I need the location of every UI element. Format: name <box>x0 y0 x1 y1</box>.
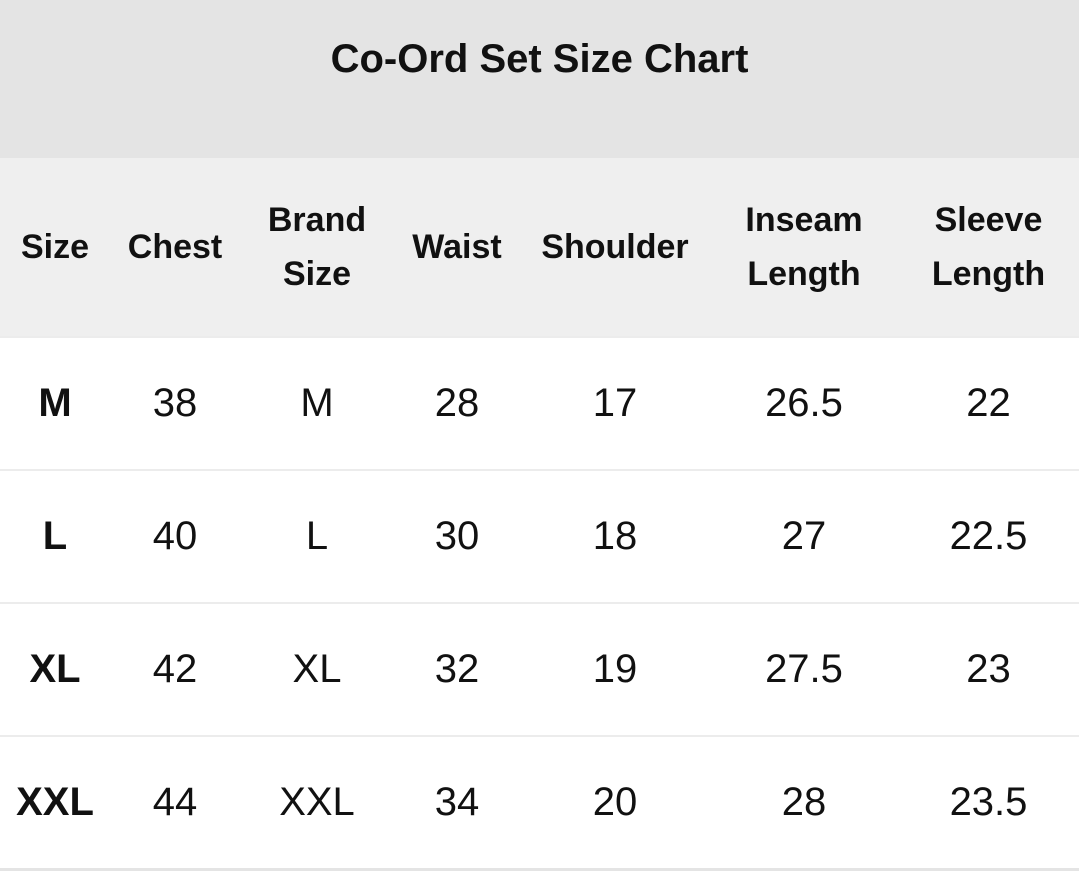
column-header: Chest <box>110 158 240 337</box>
column-header: Sleeve Length <box>898 158 1079 337</box>
table-row: XXL 44 XXL 34 20 28 23.5 <box>0 736 1079 869</box>
header-row: Size Chest Brand Size Waist Shoulder Inseam Len… <box>0 158 1079 337</box>
table-cell: 20 <box>592 779 638 824</box>
table-cell: 44 <box>152 779 198 824</box>
column-header: Shoulder <box>520 158 710 337</box>
table-cell: 38 <box>152 381 198 425</box>
table-row: L 40 L 30 18 27 22.5 <box>0 470 1079 603</box>
table-cell: 27 <box>781 514 827 558</box>
column-header: Brand Size <box>240 158 394 337</box>
table-cell: 28 <box>781 779 827 824</box>
column-header: Waist <box>394 158 520 337</box>
size-cell: M <box>38 381 72 425</box>
chart-title: Co-Ord Set Size Chart <box>330 36 749 81</box>
column-header: Size <box>0 158 110 337</box>
table-cell: 23 <box>966 647 1011 691</box>
column-header-text: Brand <box>267 201 367 239</box>
column-header: Inseam Length <box>710 158 898 337</box>
table-cell: 32 <box>434 647 480 691</box>
table-cell: 19 <box>592 647 638 691</box>
table-row: XL 42 XL 32 19 27.5 23 <box>0 603 1079 736</box>
table-cell: 40 <box>152 514 198 558</box>
column-header-text: Sleeve <box>934 201 1043 239</box>
column-header-text: Shoulder <box>541 228 689 266</box>
column-header-text: Size <box>20 228 90 266</box>
size-cell: XL <box>29 647 81 691</box>
table-cell: XXL <box>279 779 355 824</box>
column-header-text: Size <box>282 255 352 293</box>
table-cell: L <box>305 514 329 558</box>
table-cell: 26.5 <box>765 381 843 425</box>
table-cell: M <box>300 381 334 425</box>
table-cell: 42 <box>152 647 198 691</box>
table-cell: 23.5 <box>949 779 1028 824</box>
table-cell: XL <box>292 647 342 691</box>
table-cell: 27.5 <box>765 647 843 691</box>
column-header-text: Waist <box>412 228 502 266</box>
table-cell: 30 <box>434 514 480 558</box>
table-cell: 17 <box>592 381 638 425</box>
size-cell: XXL <box>16 779 94 824</box>
table-cell: 34 <box>434 779 480 824</box>
table-row: M 38 M 28 17 26.5 22 <box>0 337 1079 470</box>
title-band: Co-Ord Set Size Chart <box>0 0 1079 158</box>
column-header-text: Inseam <box>745 201 863 239</box>
size-cell: L <box>42 514 68 558</box>
column-header-text: Length <box>747 255 861 293</box>
size-chart-table: Size Chest Brand Size Waist Shoulder Inseam Len… <box>0 158 1079 871</box>
column-header-text: Chest <box>127 228 223 266</box>
table-cell: 22.5 <box>949 514 1028 558</box>
column-header-text: Length <box>931 255 1046 293</box>
table-cell: 28 <box>434 381 480 425</box>
table-cell: 22 <box>966 381 1011 425</box>
table-cell: 18 <box>592 514 638 558</box>
